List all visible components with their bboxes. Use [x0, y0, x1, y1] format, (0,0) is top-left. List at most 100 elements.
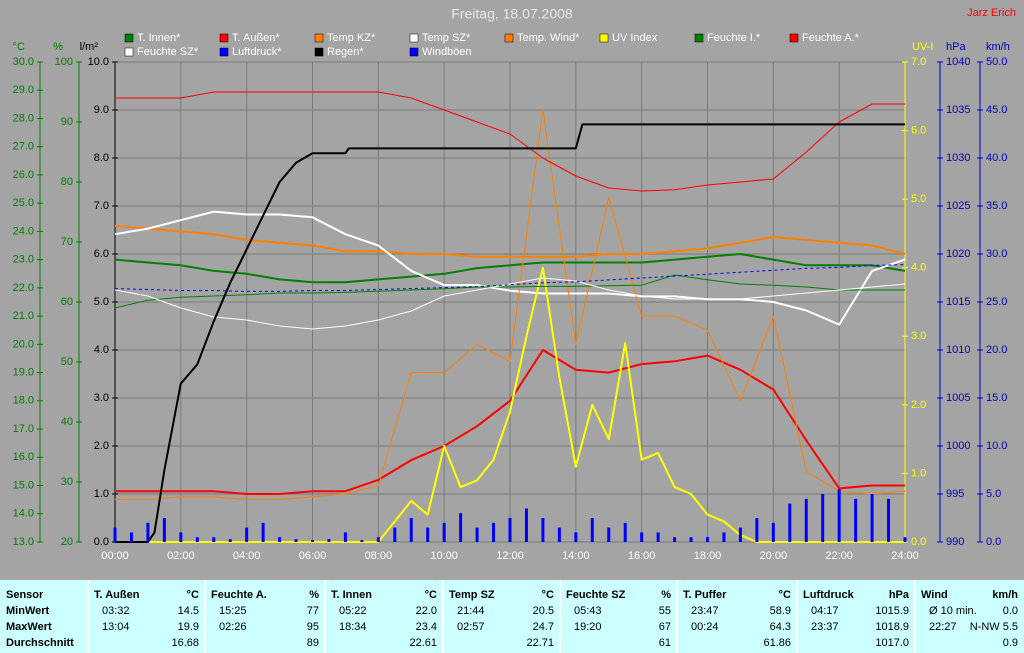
y-tick-label: 17.0 [13, 423, 34, 435]
y-tick-label: 100 [55, 56, 73, 68]
legend-label: UV Index [612, 32, 658, 44]
cell-value: 14.5 [178, 605, 199, 617]
cell-value: 20.5 [533, 605, 554, 617]
y-tick-label: 25.0 [986, 296, 1007, 308]
y-tick-label: 0.0 [94, 536, 109, 548]
bar [574, 532, 578, 542]
bar [887, 498, 891, 542]
bar [722, 532, 726, 542]
author: Jarz Erich [967, 7, 1016, 19]
y-tick-label: 23.0 [13, 254, 34, 266]
bar [557, 527, 561, 542]
cell-time: Ø 10 min. [929, 605, 977, 617]
bar [442, 522, 446, 542]
cell-value: 23.4 [416, 621, 437, 633]
column-unit: % [309, 589, 319, 601]
series-line [115, 266, 905, 543]
cell-value: 1015.9 [875, 605, 909, 617]
bar [426, 527, 430, 542]
bar [771, 522, 775, 542]
y-tick-label: 29.0 [13, 84, 34, 96]
y-tick-label: 20.0 [13, 338, 34, 350]
x-tick-label: 14:00 [562, 550, 590, 562]
y-tick-label: 20 [61, 536, 73, 548]
y-tick-label: 0.0 [911, 536, 926, 548]
column-unit: °C [187, 589, 199, 601]
bar [376, 537, 380, 542]
bar [459, 513, 463, 542]
legend-swatch [789, 33, 799, 43]
axis-label: UV-I [912, 41, 933, 53]
legend-swatch [599, 33, 609, 43]
bar [475, 527, 479, 542]
y-tick-label: 24.0 [13, 225, 34, 237]
cell-time: 05:43 [574, 605, 602, 617]
legend-label: Luftdruck* [232, 46, 282, 58]
y-tick-label: 25.0 [13, 197, 34, 209]
bar [179, 532, 183, 542]
series-line [115, 349, 905, 495]
column-header: Feuchte SZ [566, 589, 626, 601]
bar [706, 537, 709, 542]
legend-swatch [694, 33, 704, 43]
y-tick-label: 9.0 [94, 104, 109, 116]
column-header: T. Innen [331, 589, 372, 601]
bar [656, 532, 660, 542]
bar [311, 540, 314, 542]
y-tick-label: 5.0 [911, 193, 926, 205]
legend-label: Temp. Wind* [517, 32, 580, 44]
bar [689, 537, 693, 542]
bar [903, 537, 907, 542]
bar [195, 537, 199, 542]
cell-time: 19:20 [574, 621, 602, 633]
series-line [114, 277, 906, 330]
bar [409, 518, 413, 542]
y-tick-label: 80 [61, 176, 73, 188]
x-tick-label: 02:00 [167, 550, 195, 562]
y-tick-label: 7.0 [911, 56, 926, 68]
bar [113, 527, 117, 542]
bar [640, 532, 644, 542]
y-tick-label: 15.0 [986, 392, 1007, 404]
column-header: Feuchte A. [211, 589, 267, 601]
cell-time: 02:26 [219, 621, 247, 633]
series-line [114, 224, 906, 258]
bar [393, 527, 397, 542]
legend-swatch [504, 33, 514, 43]
bar [146, 522, 150, 542]
cell-value: 22.0 [416, 605, 437, 617]
cell-value: 0.0 [1003, 605, 1018, 617]
legend-label: T. Innen* [137, 32, 181, 44]
column-unit: °C [425, 589, 437, 601]
y-tick-label: 1.0 [94, 488, 109, 500]
y-tick-label: 2.0 [94, 440, 109, 452]
bar [162, 518, 166, 542]
bar [524, 508, 528, 542]
cell-time: 21:44 [457, 605, 485, 617]
y-tick-label: 995 [946, 488, 964, 500]
y-tick-label: 990 [946, 536, 964, 548]
y-tick-label: 10.0 [986, 440, 1007, 452]
bar [212, 537, 216, 542]
x-tick-label: 04:00 [233, 550, 261, 562]
y-tick-label: 19.0 [13, 366, 34, 378]
legend-swatch [124, 47, 134, 57]
legend-label: Temp SZ* [422, 32, 471, 44]
cell-value: N-NW 5.5 [970, 621, 1018, 633]
x-tick-label: 18:00 [694, 550, 722, 562]
y-tick-label: 35.0 [986, 200, 1007, 212]
y-tick-label: 26.0 [13, 169, 34, 181]
y-tick-label: 27.0 [13, 141, 34, 153]
axis-label: hPa [946, 41, 966, 53]
y-tick-label: 20.0 [986, 344, 1007, 356]
column-header: Luftdruck [803, 589, 855, 601]
y-tick-label: 50 [61, 356, 73, 368]
y-tick-label: 2.0 [911, 399, 926, 411]
column-header: T. Puffer [683, 589, 727, 601]
cell-time: 13:04 [102, 621, 130, 633]
bar [492, 522, 496, 542]
legend-swatch [219, 33, 229, 43]
row-label: MinWert [6, 605, 50, 617]
bar [541, 518, 545, 542]
cell-value: 64.3 [770, 621, 791, 633]
